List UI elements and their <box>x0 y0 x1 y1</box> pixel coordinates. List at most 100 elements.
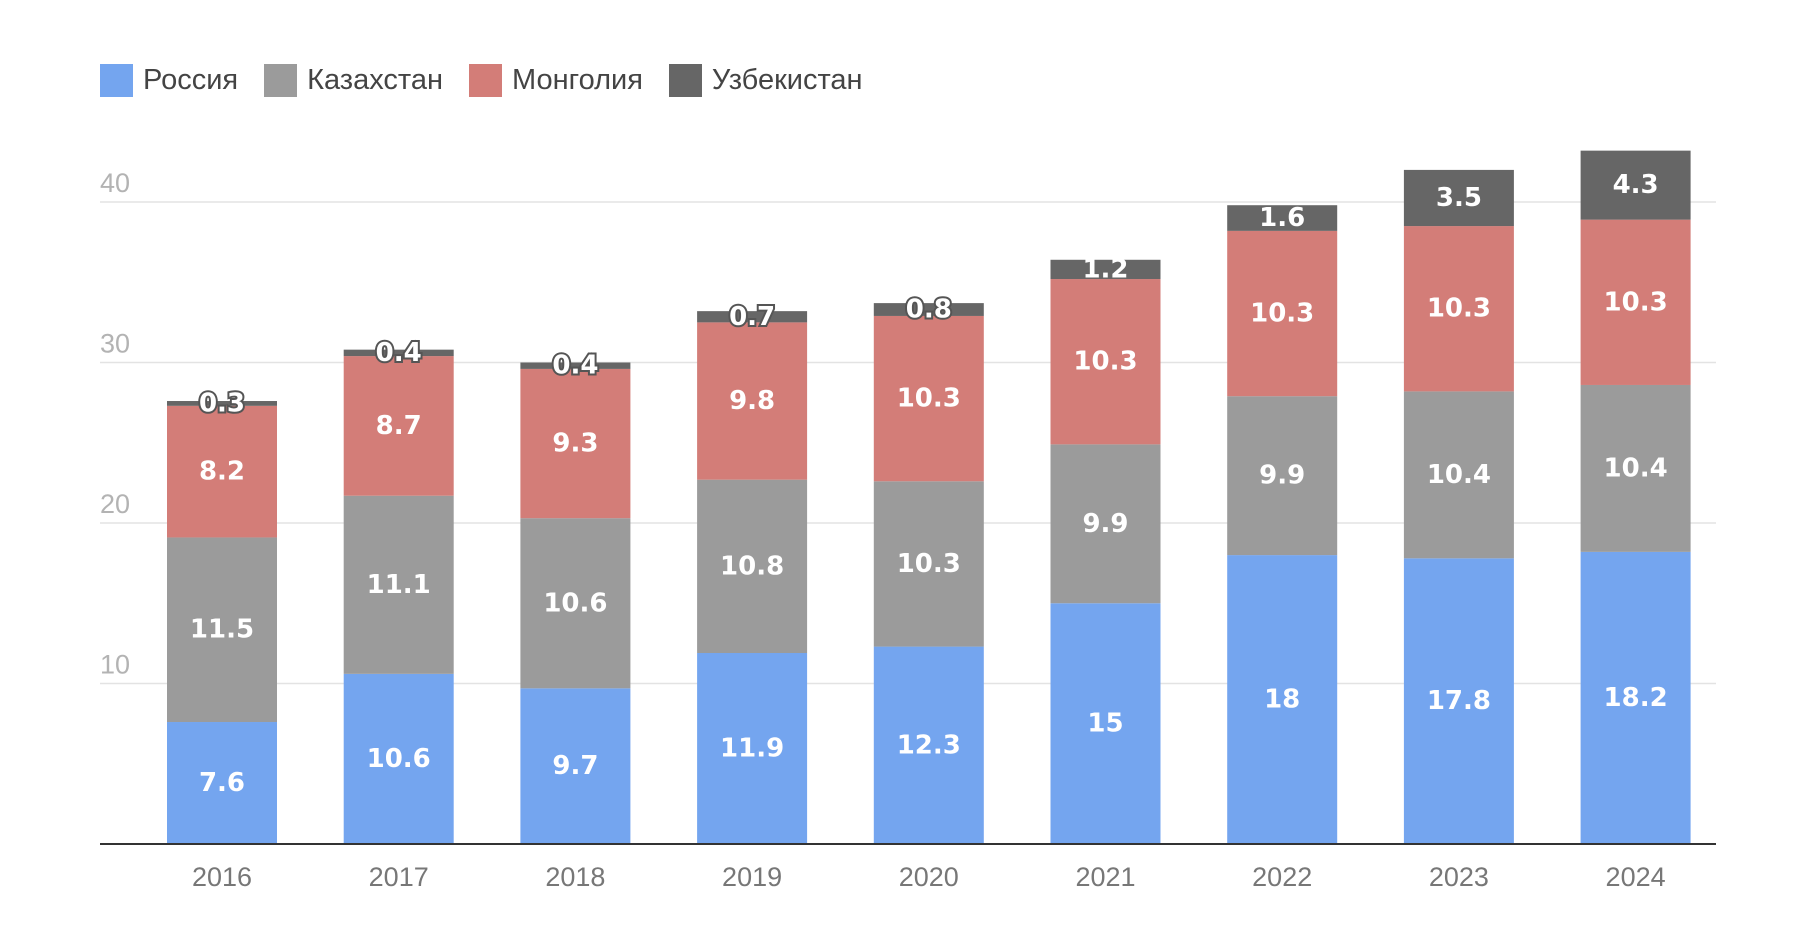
bar-2020-series-1 <box>873 481 984 647</box>
bar-2022-series-0 <box>1227 555 1338 844</box>
x-tick-label-2023: 2023 <box>1429 862 1489 892</box>
bar-2021-series-0 <box>1050 603 1161 844</box>
bar-2017-series-3 <box>343 349 454 357</box>
data-label-2016-series-1: 11.5 <box>190 615 254 645</box>
data-label-2020-series-2: 10.3 <box>897 384 961 414</box>
bar-2019-series-3 <box>697 311 808 323</box>
legend-label-kazakhstan: Казахстан <box>307 64 444 96</box>
bar-2022-series-2 <box>1227 230 1338 397</box>
data-label-2018-series-0: 9.7 <box>552 751 598 781</box>
bar-2016-series-2 <box>167 405 277 538</box>
data-label-2020-series-1: 10.3 <box>897 549 961 579</box>
y-axis: 10 20 30 40 <box>100 168 130 680</box>
bar-2019-series-2 <box>697 322 808 480</box>
legend-label-russia: Россия <box>143 64 239 96</box>
x-tick-label-2024: 2024 <box>1606 862 1666 892</box>
data-label-2021-series-3: 1.2 <box>1082 254 1128 284</box>
data-label-2018-series-2: 9.3 <box>552 429 598 459</box>
data-label-2018-series-1: 10.6 <box>543 588 607 618</box>
data-label-2022-series-2: 10.3 <box>1250 299 1314 329</box>
bar-2018-series-0 <box>520 688 631 844</box>
x-tick-label-2018: 2018 <box>545 862 605 892</box>
legend-label-uzbekistan: Узбекистан <box>711 64 863 96</box>
x-tick-label-2019: 2019 <box>722 862 782 892</box>
bar-2022-series-3 <box>1227 205 1338 231</box>
data-label-2024-series-2: 10.3 <box>1604 287 1668 317</box>
legend-item-kazakhstan[interactable]: Казахстан <box>264 64 443 97</box>
bar-2023-series-2 <box>1403 226 1514 392</box>
data-label-2022-series-3: 1.6 <box>1259 203 1305 233</box>
bars: 7.6 11.5 8.2 0.3 10.6 11.1 8.7 0.4 9.7 10.6 9.3 0.4… <box>167 150 1691 844</box>
data-label-2023-series-1: 10.4 <box>1427 460 1491 490</box>
legend: Россия Казахстан Монголия Узбекистан <box>100 64 889 97</box>
bar-2020-series-3 <box>873 303 984 316</box>
legend-swatch-uzbekistan <box>668 64 702 97</box>
data-label-2023-series-3: 3.5 <box>1436 183 1482 213</box>
data-label-2024-series-3: 4.3 <box>1613 170 1659 200</box>
data-label-2019-series-1: 10.8 <box>720 551 784 581</box>
legend-swatch-russia <box>100 64 133 97</box>
data-label-2017-series-0: 10.6 <box>367 744 431 774</box>
bar-2017-series-1 <box>343 495 454 674</box>
bar-2020-series-2 <box>873 315 984 482</box>
data-label-2023-series-2: 10.3 <box>1427 294 1491 324</box>
data-label-2019-series-2: 9.8 <box>729 386 775 416</box>
data-label-2016-series-0: 7.6 <box>199 768 245 798</box>
data-label-2021-series-1: 9.9 <box>1082 509 1128 539</box>
bar-2023-series-3 <box>1403 169 1514 227</box>
legend-label-mongolia: Монголия <box>512 64 643 96</box>
y-tick-label-20: 20 <box>100 489 130 519</box>
bar-2023-series-0 <box>1403 558 1514 844</box>
y-tick-label-30: 30 <box>100 329 130 359</box>
data-label-2017-series-3: 0.4 <box>376 338 422 368</box>
bar-2020-series-0 <box>873 646 984 844</box>
legend-swatch-kazakhstan <box>264 64 298 97</box>
data-label-2019-series-0: 11.9 <box>720 734 784 764</box>
data-label-2017-series-2: 8.7 <box>376 411 422 441</box>
bar-2018-series-2 <box>520 368 631 519</box>
data-label-2022-series-0: 18 <box>1264 685 1300 715</box>
data-label-2020-series-3: 0.8 <box>906 295 952 325</box>
bar-2018-series-1 <box>520 518 631 689</box>
bar-2019-series-1 <box>697 479 808 654</box>
bar-2017-series-2 <box>343 356 454 496</box>
data-label-2023-series-0: 17.8 <box>1427 686 1491 716</box>
data-label-2024-series-0: 18.2 <box>1604 683 1668 713</box>
bar-2023-series-1 <box>1403 391 1514 559</box>
data-label-2017-series-1: 11.1 <box>367 570 431 600</box>
legend-swatch-mongolia <box>469 64 503 97</box>
bar-2024-series-2 <box>1580 219 1691 385</box>
data-label-2021-series-2: 10.3 <box>1073 347 1137 377</box>
data-label-2024-series-1: 10.4 <box>1604 453 1668 483</box>
legend-item-mongolia[interactable]: Монголия <box>469 64 643 97</box>
data-label-2021-series-0: 15 <box>1087 709 1123 739</box>
bar-2024-series-3 <box>1580 150 1691 220</box>
data-label-2018-series-3: 0.4 <box>552 351 598 381</box>
legend-item-russia[interactable]: Россия <box>100 64 238 97</box>
x-tick-label-2022: 2022 <box>1252 862 1312 892</box>
bar-2022-series-1 <box>1227 396 1338 556</box>
y-tick-label-10: 10 <box>100 650 130 680</box>
data-label-2016-series-2: 8.2 <box>199 457 245 487</box>
bar-2019-series-0 <box>697 653 808 844</box>
legend-item-uzbekistan[interactable]: Узбекистан <box>668 64 863 97</box>
bar-2018-series-3 <box>520 362 631 369</box>
bar-2021-series-1 <box>1050 444 1161 604</box>
x-tick-label-2017: 2017 <box>369 862 429 892</box>
bar-2021-series-2 <box>1050 279 1161 445</box>
x-axis: 2016 2017 2018 2019 2020 2021 2022 2023 2024 <box>100 843 1716 892</box>
bar-2024-series-1 <box>1580 384 1691 552</box>
data-label-2019-series-3: 0.7 <box>729 302 775 332</box>
x-tick-label-2016: 2016 <box>192 862 252 892</box>
x-tick-label-2020: 2020 <box>899 862 959 892</box>
bar-2016-series-1 <box>167 537 277 723</box>
bar-2017-series-0 <box>343 673 454 844</box>
data-label-2020-series-0: 12.3 <box>897 730 961 760</box>
bar-2016-series-3 <box>167 401 277 406</box>
data-label-2022-series-1: 9.9 <box>1259 461 1305 491</box>
x-tick-label-2021: 2021 <box>1075 862 1135 892</box>
data-label-2016-series-3: 0.3 <box>199 388 245 418</box>
bar-2016-series-0 <box>167 722 277 844</box>
y-tick-label-40: 40 <box>100 168 130 198</box>
